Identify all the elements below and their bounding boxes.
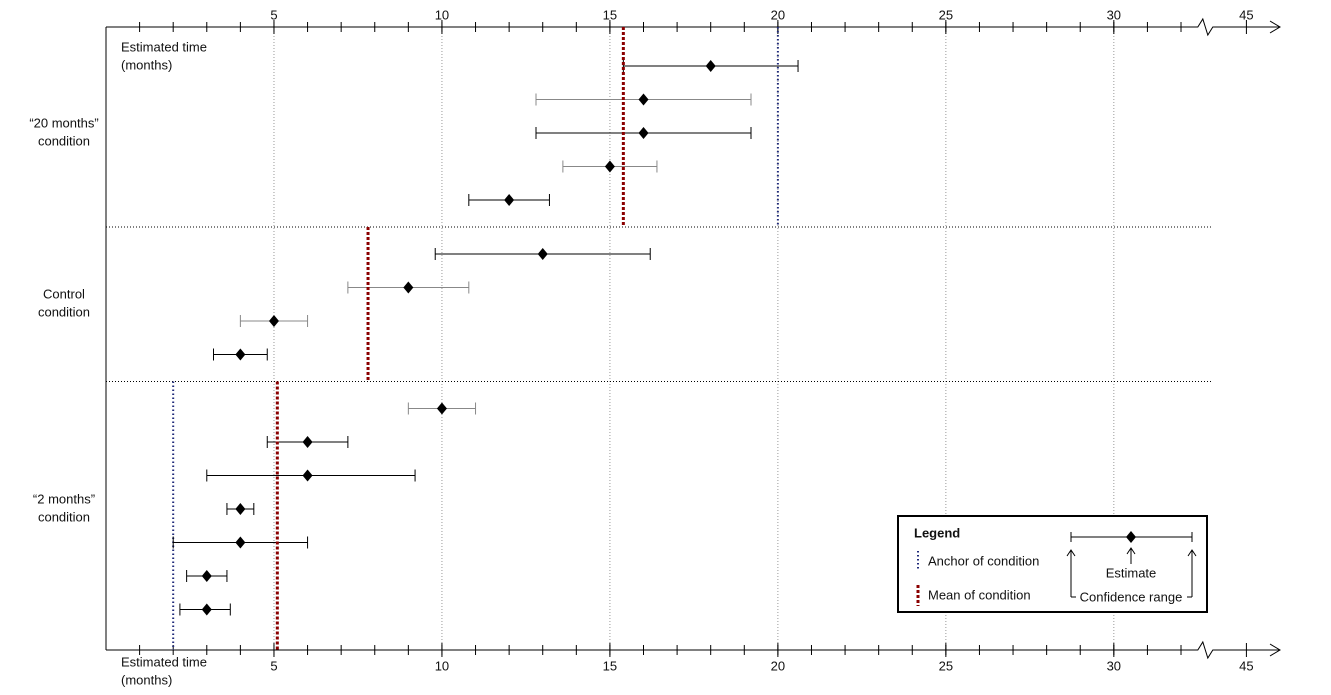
x-tick-label: 10 bbox=[435, 658, 449, 673]
x-axis-label: (months) bbox=[121, 57, 172, 72]
x-axis bbox=[106, 640, 1280, 660]
estimate-marker bbox=[705, 60, 716, 72]
estimate-marker bbox=[537, 248, 548, 260]
estimate-marker bbox=[235, 503, 246, 515]
estimate-marker bbox=[638, 93, 649, 106]
x-tick-label: 10 bbox=[435, 7, 449, 22]
x-tick-label: 30 bbox=[1107, 658, 1121, 673]
legend-arrow bbox=[1126, 547, 1136, 564]
estimate-marker bbox=[302, 469, 313, 482]
estimate-marker bbox=[638, 127, 649, 139]
estimate-marker bbox=[302, 436, 313, 448]
estimate-marker bbox=[403, 281, 414, 294]
group-label: condition bbox=[38, 305, 90, 320]
legend-sample-diamond bbox=[1126, 531, 1136, 543]
estimate-marker bbox=[436, 402, 447, 415]
estimate-marker bbox=[235, 348, 246, 361]
x-tick-label: 45 bbox=[1239, 658, 1253, 673]
legend-mean-label: Mean of condition bbox=[928, 587, 1031, 602]
group-label: condition bbox=[38, 133, 90, 148]
estimate-marker bbox=[235, 536, 246, 549]
legend-arrow bbox=[1187, 549, 1197, 597]
axis-arrow bbox=[1269, 20, 1281, 34]
x-tick-label: 5 bbox=[270, 7, 277, 22]
estimate-marker bbox=[604, 160, 615, 173]
x-tick-label: 5 bbox=[270, 658, 277, 673]
axis-arrow bbox=[1269, 643, 1281, 657]
legend-estimate-label: Estimate bbox=[1106, 565, 1157, 580]
legend: Legend Anchor of condition Mean of condi… bbox=[897, 515, 1208, 613]
legend-title: Legend bbox=[914, 525, 960, 540]
x-tick-label: 45 bbox=[1239, 7, 1253, 22]
x-axis bbox=[106, 17, 1280, 37]
estimate-marker bbox=[504, 194, 515, 206]
x-tick-label: 15 bbox=[603, 658, 617, 673]
estimate-marker bbox=[201, 603, 212, 616]
legend-anchor-label: Anchor of condition bbox=[928, 553, 1039, 568]
x-tick-label: 20 bbox=[771, 658, 785, 673]
group-label: Control bbox=[43, 287, 85, 302]
estimate-marker bbox=[268, 315, 279, 327]
legend-box bbox=[897, 515, 1208, 613]
x-tick-label: 25 bbox=[939, 7, 953, 22]
x-tick-label: 25 bbox=[939, 658, 953, 673]
x-tick-label: 15 bbox=[603, 7, 617, 22]
x-axis-label: Estimated time bbox=[121, 654, 207, 669]
x-axis-label: Estimated time bbox=[121, 39, 207, 54]
x-tick-label: 20 bbox=[771, 7, 785, 22]
group-label: “2 months” bbox=[33, 491, 95, 506]
x-tick-label: 30 bbox=[1107, 7, 1121, 22]
estimate-marker bbox=[201, 570, 212, 582]
x-axis-label: (months) bbox=[121, 672, 172, 687]
legend-arrow bbox=[1066, 549, 1076, 597]
group-label: “20 months” bbox=[29, 115, 98, 130]
group-label: condition bbox=[38, 509, 90, 524]
legend-confidence-label: Confidence range bbox=[1080, 589, 1183, 604]
